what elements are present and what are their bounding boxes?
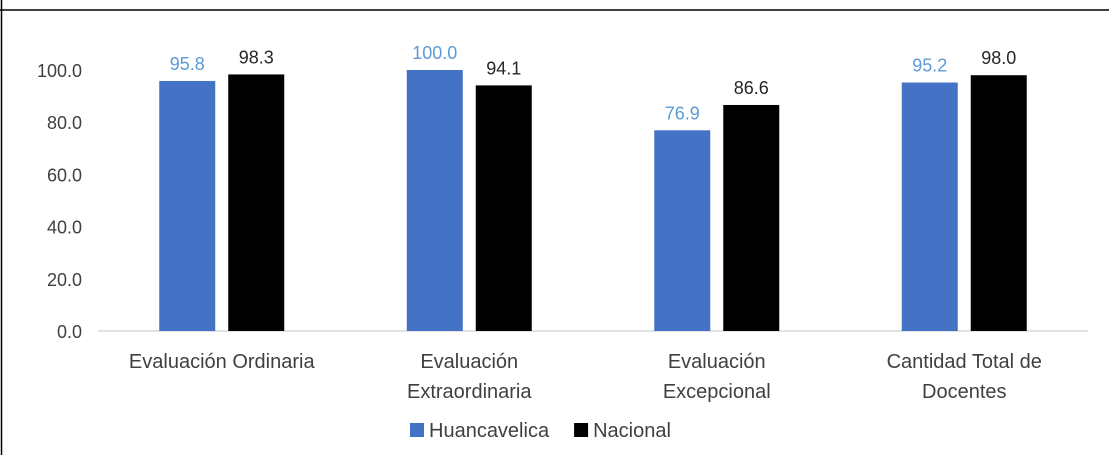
x-category-label: Cantidad Total de <box>887 351 1042 373</box>
bar-nacional <box>970 75 1027 331</box>
legend-swatch-nacional <box>574 423 589 437</box>
y-tick-label: 80.0 <box>47 113 82 133</box>
bar-huancavelica <box>406 70 463 331</box>
data-label-nacional: 98.3 <box>239 47 274 67</box>
data-label-nacional: 98.0 <box>981 48 1016 68</box>
x-category-label: Extraordinaria <box>407 381 532 403</box>
data-label-huancavelica: 100.0 <box>412 43 457 63</box>
y-tick-label: 20.0 <box>47 270 82 290</box>
bar-nacional <box>723 104 780 331</box>
data-label-huancavelica: 95.2 <box>912 56 947 76</box>
bar-huancavelica <box>159 80 216 331</box>
x-category-label: Evaluación <box>668 351 766 373</box>
data-label-huancavelica: 76.9 <box>665 103 700 123</box>
x-category-label: Evaluación <box>420 351 518 373</box>
legend-label-nacional: Nacional <box>593 420 671 442</box>
x-category-label: Excepcional <box>663 381 771 403</box>
y-tick-label: 0.0 <box>57 322 82 342</box>
bar-nacional <box>228 74 285 331</box>
legend-swatch-huancavelica <box>410 423 424 437</box>
x-category-label: Docentes <box>922 381 1007 403</box>
y-tick-label: 100.0 <box>37 61 82 81</box>
bar-huancavelica <box>901 82 958 331</box>
y-tick-label: 40.0 <box>47 218 82 238</box>
data-label-huancavelica: 95.8 <box>170 54 205 74</box>
bar-nacional <box>475 85 532 331</box>
x-category-label: Evaluación Ordinaria <box>129 351 316 373</box>
data-label-nacional: 86.6 <box>734 78 769 98</box>
y-tick-label: 60.0 <box>47 165 82 185</box>
data-label-nacional: 94.1 <box>486 58 521 78</box>
bar-huancavelica <box>654 130 711 331</box>
legend-label-huancavelica: Huancavelica <box>429 420 550 442</box>
